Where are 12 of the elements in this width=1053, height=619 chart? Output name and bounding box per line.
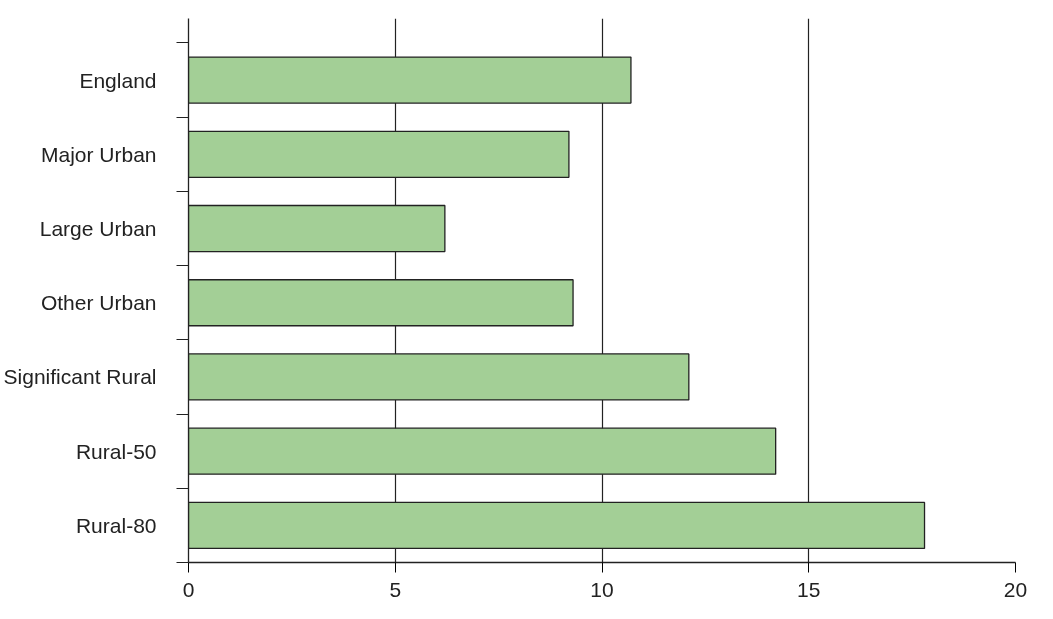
- y-tick-label: Rural-50: [75, 439, 157, 463]
- x-tick-label: 20: [1003, 577, 1028, 601]
- y-tick-label: Rural-80: [75, 513, 157, 537]
- y-tick-label: Significant Rural: [3, 365, 157, 389]
- y-tick-label: Other Urban: [40, 291, 157, 315]
- x-tick-label: 5: [389, 577, 402, 601]
- x-tick-label: 15: [797, 577, 821, 601]
- y-tick-label: Major Urban: [40, 142, 157, 166]
- x-tick-label: 10: [590, 577, 614, 601]
- x-tick-label: 0: [182, 577, 195, 601]
- y-tick-label: Large Urban: [39, 217, 157, 241]
- y-tick-label: England: [79, 68, 157, 92]
